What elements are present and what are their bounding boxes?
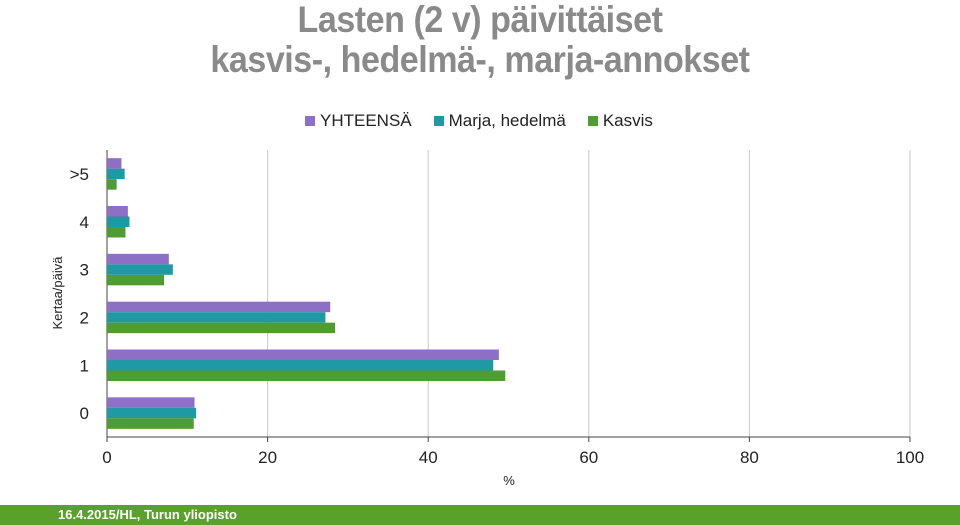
y-tick-label: 0	[80, 404, 89, 423]
chart-legend: YHTEENSÄ Marja, hedelmä Kasvis	[305, 110, 675, 132]
bar	[107, 360, 494, 371]
chart-title: Lasten (2 v) päivittäiset kasvis-, hedel…	[38, 0, 921, 80]
x-tick-label: 20	[258, 448, 277, 467]
bar	[107, 407, 197, 419]
y-tick-label: >5	[70, 165, 89, 184]
bar	[107, 349, 499, 360]
legend-label-marja-hedelma: Marja, hedelmä	[448, 111, 566, 130]
y-tick-label: 1	[80, 356, 89, 375]
bar	[107, 322, 336, 334]
bar	[107, 301, 331, 313]
legend-item-yhteensa: YHTEENSÄ	[305, 111, 412, 131]
chart-title-line1: Lasten (2 v) päivittäiset	[297, 0, 663, 40]
x-tick-label: 100	[896, 448, 924, 467]
bar	[107, 370, 506, 381]
bar	[107, 158, 122, 169]
x-axis-label: %	[503, 473, 515, 488]
y-tick-label: 2	[80, 308, 89, 327]
legend-swatch-kasvis	[587, 116, 598, 126]
y-tick-label: 3	[80, 261, 89, 280]
bar	[107, 274, 165, 286]
legend-label-kasvis: Kasvis	[602, 111, 653, 130]
bar	[107, 312, 326, 323]
bar	[107, 418, 194, 429]
legend-swatch-yhteensa	[305, 116, 315, 126]
footer-text: 16.4.2015/HL, Turun yliopisto	[58, 507, 237, 522]
footer-bar: 16.4.2015/HL, Turun yliopisto	[0, 505, 960, 525]
x-tick-label: 60	[579, 448, 598, 467]
bar	[107, 216, 130, 227]
legend-swatch-marja-hedelma	[433, 116, 444, 126]
bar	[107, 253, 169, 265]
y-axis-label: Kertaa/päivä	[50, 256, 65, 330]
x-tick-label: 80	[740, 448, 759, 467]
legend-label-yhteensa: YHTEENSÄ	[320, 111, 412, 130]
legend-item-marja-hedelma: Marja, hedelmä	[433, 111, 566, 131]
bar	[107, 264, 173, 275]
y-tick-label: 4	[80, 213, 89, 232]
bar	[107, 227, 126, 238]
x-tick-label: 0	[102, 448, 111, 467]
bar	[107, 179, 117, 190]
bar	[107, 397, 195, 408]
legend-item-kasvis: Kasvis	[587, 111, 653, 131]
x-tick-label: 40	[419, 448, 438, 467]
bar	[107, 206, 128, 217]
bar	[107, 168, 125, 180]
chart-title-line2: kasvis-, hedelmä-, marja-annokset	[210, 39, 750, 80]
bar-chart: 0 20 40 60 80 100 >5 4 3 2 1 0% Kertaa/päivä	[50, 150, 924, 488]
